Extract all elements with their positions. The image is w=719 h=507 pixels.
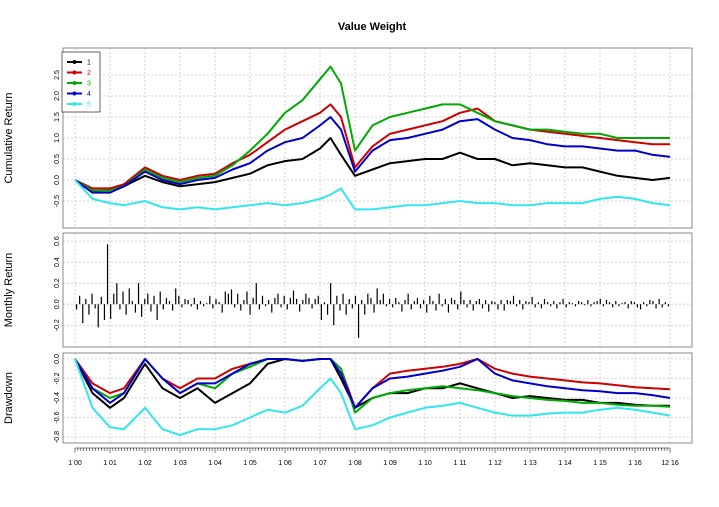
y-tick-label: 1.0	[54, 133, 61, 143]
panel-frame	[62, 352, 693, 444]
y-tick-label: 0.5	[54, 154, 61, 164]
panel-frame	[62, 47, 693, 229]
y-axis-label-drawdown: Drawdown	[3, 372, 15, 424]
y-tick-label: -0.4	[54, 392, 61, 404]
x-tick-label: 1 13	[523, 460, 537, 467]
series-line-4	[74, 358, 671, 409]
x-tick-label: 1 07	[313, 460, 327, 467]
y-axis-label-monthly: Monthly Return	[3, 253, 15, 328]
y-tick-label: -0.5	[54, 195, 61, 207]
x-tick-label: 1 00	[68, 460, 82, 467]
x-tick-label: 1 05	[243, 460, 257, 467]
y-tick-label: -0.8	[54, 431, 61, 443]
x-tick-label: 1 03	[173, 460, 187, 467]
legend-marker	[72, 60, 77, 64]
x-tick-label: 1 02	[138, 460, 152, 467]
y-tick-label: 2.0	[54, 91, 61, 101]
panel-drawdown: -0.8 -0.6 -0.4 -0.2 0.0 Drawdown	[3, 352, 693, 444]
y-tick-label: 0.2	[54, 278, 61, 288]
y-tick-label: -0.2	[54, 319, 61, 331]
legend-marker	[72, 81, 77, 85]
x-tick-label: 1 12	[488, 460, 502, 467]
panel-monthly: -0.2 0.0 0.2 0.4 0.6 Monthly Return	[3, 232, 693, 348]
x-tick-label: 1 06	[278, 460, 292, 467]
legend-label: 2	[87, 70, 91, 77]
y-tick-label: 0.0	[54, 354, 61, 364]
legend-marker	[72, 70, 77, 75]
y-tick-label: -0.6	[54, 411, 61, 423]
x-tick-label: 1 01	[103, 460, 117, 467]
series-line-5	[74, 179, 671, 211]
x-tick-label: 1 10	[418, 460, 432, 467]
y-tick-label: 0.0	[54, 175, 61, 185]
legend-label: 3	[87, 81, 91, 88]
y-axis-label-cumulative: Cumulative Return	[3, 92, 15, 183]
x-axis: 1 00 1 01 1 02 1 03 1 04 1 05 1 06 1 07 1 08 1 09…	[68, 447, 679, 467]
legend-label: 4	[87, 91, 91, 98]
x-tick-label: 1 08	[348, 460, 362, 467]
series-line-3	[74, 358, 671, 414]
legend: 1 2 3 4 5	[61, 51, 101, 113]
legend-label: 5	[87, 102, 91, 109]
y-tick-label: 0.4	[54, 257, 61, 267]
y-tick-label: 1.5	[54, 112, 61, 122]
panel-frame	[62, 232, 693, 348]
series-line-5	[74, 358, 671, 437]
x-tick-label: 1 14	[558, 460, 572, 467]
y-tick-label: 2.5	[54, 70, 61, 80]
y-tick-label: 0.0	[54, 299, 61, 309]
x-tick-label: 1 09	[383, 460, 397, 467]
panel-cumulative: -0.5 0.0 0.5 1.0 1.5 2.0 2.5 Cumulative Return	[3, 47, 693, 229]
series-line-1	[74, 358, 670, 409]
series-line-1	[74, 137, 671, 194]
y-tick-label: 0.6	[54, 236, 61, 246]
legend-marker	[72, 91, 77, 96]
x-tick-label: 1 15	[593, 460, 607, 467]
legend-label: 1	[87, 60, 91, 67]
series-line-4	[74, 116, 671, 194]
y-tick-label: -0.2	[54, 372, 61, 384]
chart-title: Value Weight	[338, 21, 407, 33]
series-line-2	[74, 103, 670, 190]
legend-marker	[72, 102, 77, 106]
x-tick-label: 12 16	[661, 460, 679, 467]
x-tick-label: 1 16	[628, 460, 642, 467]
x-tick-label: 1 11	[453, 460, 466, 467]
series-line-3	[74, 65, 670, 192]
x-tick-label: 1 04	[208, 460, 222, 467]
